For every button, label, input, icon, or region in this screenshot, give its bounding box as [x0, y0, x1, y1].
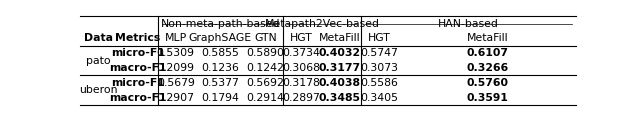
Text: 0.5679: 0.5679 [157, 78, 195, 88]
Text: MetaFill: MetaFill [467, 33, 508, 43]
Text: 0.3266: 0.3266 [466, 63, 508, 73]
Text: 0.4032: 0.4032 [319, 48, 361, 58]
Text: 0.5747: 0.5747 [361, 48, 399, 58]
Text: macro-F1: macro-F1 [109, 93, 166, 103]
Text: Metapath2Vec-based: Metapath2Vec-based [264, 19, 380, 29]
Text: 0.3485: 0.3485 [319, 93, 361, 103]
Text: HAN-based: HAN-based [438, 19, 499, 29]
Text: 0.3073: 0.3073 [360, 63, 399, 73]
Text: 0.2897: 0.2897 [282, 93, 320, 103]
Text: 0.1242: 0.1242 [246, 63, 284, 73]
Text: 0.3405: 0.3405 [360, 93, 399, 103]
Text: 0.5309: 0.5309 [157, 48, 195, 58]
Text: 0.6107: 0.6107 [466, 48, 508, 58]
Text: GTN: GTN [254, 33, 277, 43]
Text: micro-F1: micro-F1 [111, 48, 164, 58]
Text: 0.3178: 0.3178 [282, 78, 320, 88]
Text: 0.3068: 0.3068 [282, 63, 320, 73]
Text: Data: Data [84, 33, 113, 43]
Text: 0.5855: 0.5855 [202, 48, 239, 58]
Text: 0.5760: 0.5760 [466, 78, 508, 88]
Text: 0.5692: 0.5692 [246, 78, 284, 88]
Text: 0.4038: 0.4038 [319, 78, 361, 88]
Text: MetaFill: MetaFill [319, 33, 361, 43]
Text: HGT: HGT [368, 33, 391, 43]
Text: micro-F1: micro-F1 [111, 78, 164, 88]
Text: 0.2914: 0.2914 [246, 93, 284, 103]
Text: 0.5377: 0.5377 [202, 78, 239, 88]
Text: macro-F1: macro-F1 [109, 63, 166, 73]
Text: pato: pato [86, 56, 111, 66]
Text: Metrics: Metrics [115, 33, 161, 43]
Text: 0.3734: 0.3734 [282, 48, 320, 58]
Text: GraphSAGE: GraphSAGE [189, 33, 252, 43]
Text: 0.3591: 0.3591 [467, 93, 508, 103]
Text: HGT: HGT [290, 33, 312, 43]
Text: uberon: uberon [79, 85, 118, 95]
Text: 0.3177: 0.3177 [319, 63, 361, 73]
Text: 0.2099: 0.2099 [157, 63, 195, 73]
Text: 0.5586: 0.5586 [361, 78, 399, 88]
Text: 0.1236: 0.1236 [202, 63, 239, 73]
Text: 0.5890: 0.5890 [246, 48, 285, 58]
Text: 0.1794: 0.1794 [202, 93, 239, 103]
Text: 0.2907: 0.2907 [157, 93, 195, 103]
Text: Non-meta-path-based: Non-meta-path-based [161, 19, 280, 29]
Text: MLP: MLP [164, 33, 187, 43]
